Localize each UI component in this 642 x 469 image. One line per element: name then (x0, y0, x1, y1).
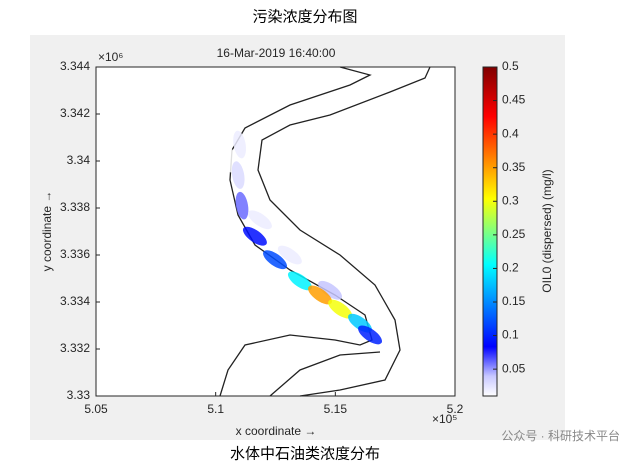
plume-cell (308, 285, 332, 305)
colorbar (482, 66, 498, 397)
plume-cell (222, 144, 236, 173)
plume (222, 130, 383, 345)
coastline (219, 66, 431, 397)
chart-title: 16-Mar-2019 16:40:00 (217, 46, 336, 60)
plume-cell (231, 161, 245, 189)
colorbar-tick-label: 0.05 (502, 361, 526, 375)
y-tick-label: 3.338 (60, 200, 90, 214)
y-axis-label: y coordinate → (40, 191, 54, 272)
colorbar-tick-label: 0.5 (502, 59, 519, 73)
x-tick-label: 5.2 (447, 402, 464, 416)
watermark: 公众号 · 科研技术平台 (501, 428, 620, 443)
y-tick-label: 3.336 (60, 247, 90, 261)
axes-background (96, 67, 455, 396)
colorbar-tick-label: 0.4 (502, 126, 519, 140)
colorbar-tick-label: 0.1 (502, 328, 519, 342)
y-exponent: ×10⁶ (98, 50, 123, 64)
colorbar-tick-label: 0.2 (502, 261, 519, 275)
plume-cell (277, 245, 302, 265)
y-tick-label: 3.344 (60, 59, 90, 73)
plume-cell (242, 226, 267, 246)
x-tick-label: 5.1 (207, 402, 224, 416)
x-tick-label: 5.05 (84, 402, 108, 416)
colorbar-tick-label: 0.25 (502, 227, 526, 241)
colorbar-tick-label: 0.35 (502, 160, 526, 174)
plume-cell (233, 130, 246, 159)
caption-bottom: 水体中石油类浓度分布 (230, 445, 380, 462)
axes-box (95, 66, 456, 397)
y-tick-label: 3.34 (67, 153, 91, 167)
y-tick-label: 3.334 (60, 294, 90, 308)
plume-cell (318, 280, 343, 300)
colorbar-label: OIL0 (dispersed) (mg/l) (540, 169, 554, 292)
y-tick-label: 3.342 (60, 106, 90, 120)
plume-cell (287, 271, 312, 291)
y-tick-label: 3.33 (67, 388, 91, 402)
y-tick-label: 3.332 (60, 341, 90, 355)
plume-cell (328, 299, 353, 319)
x-tick-label: 5.15 (324, 402, 348, 416)
plume-cell (235, 191, 249, 220)
plume-cell (263, 250, 287, 270)
plume-cell (358, 325, 383, 345)
x-exponent: ×10⁵ (432, 412, 457, 426)
caption-top: 污染浓度分布图 (252, 8, 357, 25)
plume-cell (247, 210, 272, 230)
colorbar-tick-label: 0.15 (502, 294, 526, 308)
colorbar-tick-label: 0.3 (502, 193, 519, 207)
colorbar-tick-label: 0.45 (502, 93, 526, 107)
x-axis-label: x coordinate → (236, 424, 317, 438)
